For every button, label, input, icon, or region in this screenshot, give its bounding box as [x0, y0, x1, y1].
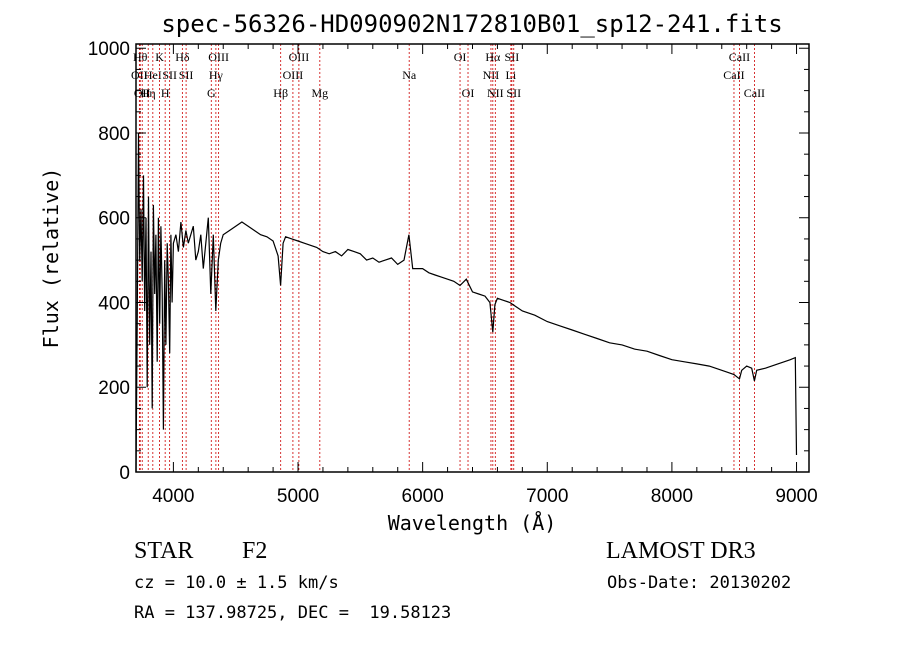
x-axis: 4000 5000 6000 7000 8000 9000: [152, 44, 818, 507]
x-tick-label: 5000: [277, 486, 319, 507]
line-label: NII: [487, 86, 504, 100]
line-label: CaII: [723, 68, 744, 82]
line-label: SII: [179, 68, 194, 82]
line-label: OIII: [289, 50, 310, 64]
line-label: Hα: [485, 50, 501, 64]
line-label: Na: [402, 68, 417, 82]
line-label: OII: [131, 68, 148, 82]
line-label: K: [155, 50, 164, 64]
y-axis: 0 200 400 600 800 1000: [88, 39, 809, 484]
spectral-line-markers: OIIHθOIIHηHeIKHSIIHδSIIGHγOIIIHβOIIIOIII…: [131, 44, 765, 472]
line-label: H: [161, 86, 170, 100]
line-label: Hη: [141, 86, 156, 100]
redshift-velocity: cz = 10.0 ± 1.5 km/s: [134, 573, 339, 593]
line-label: SII: [505, 50, 520, 64]
x-tick-label: 7000: [526, 486, 568, 507]
x-axis-label: Wavelength (Å): [388, 511, 557, 535]
line-label: Hγ: [209, 68, 224, 82]
line-label: OIII: [283, 68, 304, 82]
x-tick-label: 6000: [402, 486, 444, 507]
line-label: SII: [506, 86, 521, 100]
line-label: Hδ: [175, 50, 190, 64]
y-tick-label: 600: [98, 209, 130, 230]
y-tick-label: 400: [98, 293, 130, 314]
line-label: OII: [134, 86, 151, 100]
object-class: STAR: [134, 538, 194, 564]
x-tick-label: 4000: [152, 486, 194, 507]
y-axis-label: Flux (relative): [39, 168, 63, 349]
line-label: CaII: [729, 50, 750, 64]
y-tick-label: 200: [98, 378, 130, 399]
line-label: SII: [162, 68, 177, 82]
x-tick-label: 8000: [651, 486, 693, 507]
x-tick-label: 9000: [775, 486, 817, 507]
spectrum-line: [135, 132, 798, 473]
line-label: CaII: [744, 86, 765, 100]
line-label: Mg: [311, 86, 328, 100]
line-label: HeI: [144, 68, 162, 82]
y-tick-label: 0: [119, 463, 130, 484]
line-label: Li: [506, 68, 517, 82]
line-label: Hθ: [133, 50, 148, 64]
coordinates: RA = 137.98725, DEC = 19.58123: [134, 603, 452, 623]
line-label: G: [207, 86, 216, 100]
line-label: OI: [462, 86, 475, 100]
plot-frame: [135, 43, 810, 473]
line-label: OIII: [208, 50, 229, 64]
survey-name: LAMOST DR3: [606, 538, 756, 564]
line-label: Hβ: [273, 86, 288, 100]
line-label: NII: [483, 68, 500, 82]
spectral-subclass: F2: [242, 538, 268, 564]
y-tick-label: 1000: [88, 39, 130, 60]
chart-title: spec-56326-HD090902N172810B01_sp12-241.f…: [161, 10, 782, 38]
observation-date: Obs-Date: 20130202: [607, 573, 792, 593]
line-label: OI: [454, 50, 467, 64]
y-tick-label: 800: [98, 124, 130, 145]
